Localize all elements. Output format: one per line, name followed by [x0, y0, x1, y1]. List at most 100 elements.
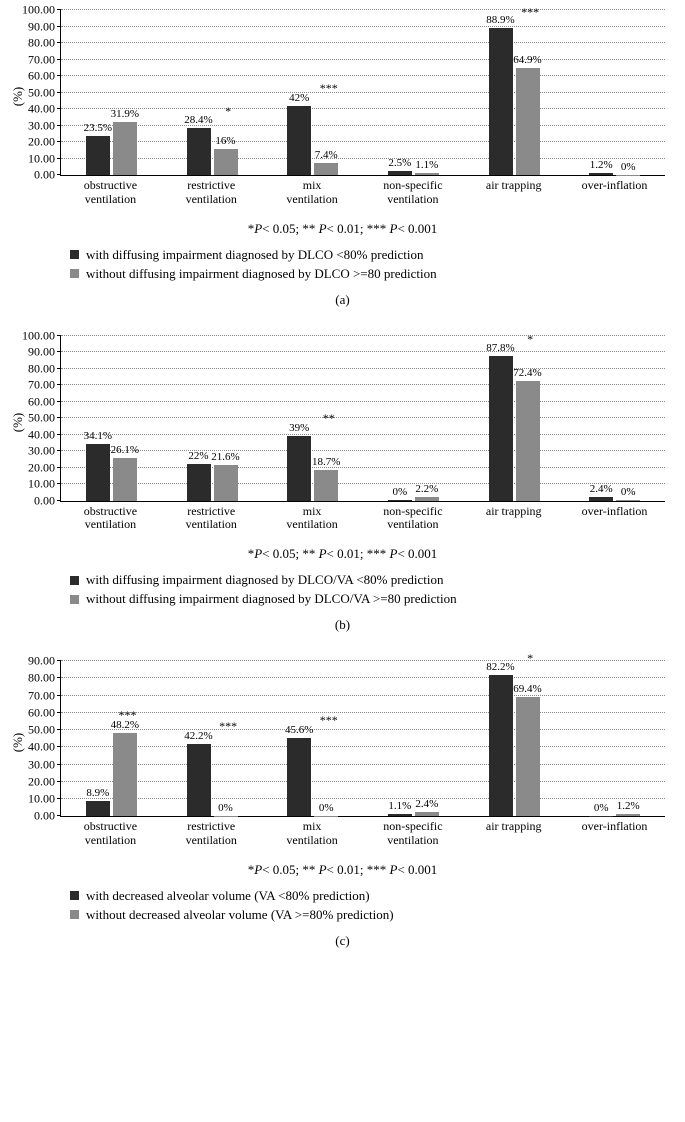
y-tick-label: 60.00	[28, 69, 61, 84]
y-tick-label: 20.00	[28, 135, 61, 150]
bar-value-label: 45.6%	[285, 724, 313, 738]
bar: 22%	[187, 464, 211, 500]
chart-box: (%)0.0010.0020.0030.0040.0050.0060.0070.…	[60, 661, 665, 848]
x-labels: obstructiveventilationrestrictiveventila…	[60, 179, 665, 207]
bar-group: 2.5%1.1%	[363, 10, 464, 175]
p-value-caption: *P< 0.05; ** P< 0.01; *** P< 0.001	[10, 546, 675, 562]
y-tick-label: 30.00	[28, 757, 61, 772]
y-tick-label: 80.00	[28, 36, 61, 51]
x-label: mixventilation	[262, 505, 363, 533]
bar-group: 22%21.6%	[162, 336, 263, 501]
bar-group: 23.5%31.9%	[61, 10, 162, 175]
bar: 1.1%	[415, 173, 439, 175]
bar-value-label: 87.8%	[486, 342, 514, 356]
x-labels: obstructiveventilationrestrictiveventila…	[60, 505, 665, 533]
y-axis-label: (%)	[10, 87, 26, 107]
legend-item: with diffusing impairment diagnosed by D…	[70, 572, 675, 588]
x-label: over-inflation	[564, 179, 665, 207]
bar: 0%	[314, 816, 338, 817]
significance-marker: ***	[219, 719, 237, 734]
legend: with diffusing impairment diagnosed by D…	[70, 247, 675, 282]
plot-area: 0.0010.0020.0030.0040.0050.0060.0070.008…	[60, 10, 665, 176]
bar-value-label: 1.2%	[617, 800, 640, 814]
bar-groups: 8.9%48.2%***42.2%0%***45.6%0%***1.1%2.4%…	[61, 661, 665, 816]
legend-item: with decreased alveolar volume (VA <80% …	[70, 888, 675, 904]
plot-area: 0.0010.0020.0030.0040.0050.0060.0070.008…	[60, 336, 665, 502]
y-tick-label: 50.00	[28, 85, 61, 100]
panel-letter: (c)	[10, 933, 675, 949]
bar: 1.1%	[388, 814, 412, 816]
bar: 0%	[616, 175, 640, 176]
bar: 28.4%	[187, 128, 211, 175]
bar: 1.2%	[616, 814, 640, 816]
legend-item: without decreased alveolar volume (VA >=…	[70, 907, 675, 923]
bar-value-label: 88.9%	[486, 14, 514, 28]
bar: 0%	[616, 500, 640, 501]
x-label: over-inflation	[564, 505, 665, 533]
bar: 2.5%	[388, 171, 412, 175]
bar-group: 8.9%48.2%***	[61, 661, 162, 816]
bar: 82.2%	[489, 675, 513, 817]
y-tick-label: 40.00	[28, 740, 61, 755]
legend-item: with diffusing impairment diagnosed by D…	[70, 247, 675, 263]
significance-marker: ***	[118, 708, 136, 723]
significance-marker: *	[527, 651, 533, 666]
bar: 2.4%	[589, 497, 613, 501]
bar-value-label: 39%	[289, 422, 309, 436]
x-label: obstructiveventilation	[60, 505, 161, 533]
x-label: non-specificventilation	[362, 505, 463, 533]
y-tick-label: 70.00	[28, 688, 61, 703]
y-tick-label: 10.00	[28, 477, 61, 492]
bar: 8.9%	[86, 801, 110, 816]
bar-value-label: 18.7%	[312, 456, 340, 470]
bar: 42.2%	[187, 744, 211, 817]
bar: 7.4%	[314, 163, 338, 175]
bar: 45.6%	[287, 738, 311, 817]
bar-value-label: 7.4%	[315, 149, 338, 163]
legend-text: with diffusing impairment diagnosed by D…	[86, 247, 423, 263]
bar: 72.4%	[516, 381, 540, 500]
x-label: non-specificventilation	[362, 820, 463, 848]
legend-swatch	[70, 250, 79, 259]
y-tick-label: 90.00	[28, 345, 61, 360]
y-tick-label: 60.00	[28, 394, 61, 409]
bar: 18.7%	[314, 470, 338, 501]
bar-value-label: 0%	[621, 161, 636, 175]
bar-value-label: 23.5%	[84, 122, 112, 136]
x-label: obstructiveventilation	[60, 820, 161, 848]
bar-value-label: 1.1%	[388, 800, 411, 814]
panel-(c): (%)0.0010.0020.0030.0040.0050.0060.0070.…	[10, 661, 675, 949]
y-tick-label: 80.00	[28, 671, 61, 686]
bar-value-label: 16%	[215, 135, 235, 149]
legend-text: with decreased alveolar volume (VA <80% …	[86, 888, 370, 904]
panel-letter: (b)	[10, 617, 675, 633]
x-label: restrictiveventilation	[161, 505, 262, 533]
x-labels: obstructiveventilationrestrictiveventila…	[60, 820, 665, 848]
bar-value-label: 2.4%	[590, 483, 613, 497]
y-tick-label: 0.00	[34, 168, 61, 183]
y-tick-label: 20.00	[28, 774, 61, 789]
significance-marker: **	[323, 411, 335, 426]
legend-swatch	[70, 910, 79, 919]
x-label: over-inflation	[564, 820, 665, 848]
bar-value-label: 64.9%	[513, 54, 541, 68]
bar-group: 87.8%72.4%*	[464, 336, 565, 501]
legend-swatch	[70, 891, 79, 900]
bar: 0%	[214, 816, 238, 817]
y-axis-label: (%)	[10, 413, 26, 433]
bar: 26.1%	[113, 458, 137, 501]
bar-value-label: 0%	[393, 486, 408, 500]
x-label: mixventilation	[262, 820, 363, 848]
y-tick-label: 40.00	[28, 427, 61, 442]
panel-(b): (%) 0.0010.0020.0030.0040.0050.0060.0070.…	[10, 336, 675, 634]
bar-group: 88.9%64.9%***	[464, 10, 565, 175]
chart-box: (%)0.0010.0020.0030.0040.0050.0060.0070.…	[60, 336, 665, 533]
y-tick-label: 40.00	[28, 102, 61, 117]
y-tick-label: 60.00	[28, 705, 61, 720]
bar-group: 82.2%69.4%*	[464, 661, 565, 816]
y-tick-label: 90.00	[28, 19, 61, 34]
bar-groups: 34.1%26.1%22%21.6%39%18.7%**0%2.2%87.8%7…	[61, 336, 665, 501]
legend-text: without decreased alveolar volume (VA >=…	[86, 907, 394, 923]
bar: 21.6%	[214, 465, 238, 501]
bar: 69.4%	[516, 697, 540, 817]
